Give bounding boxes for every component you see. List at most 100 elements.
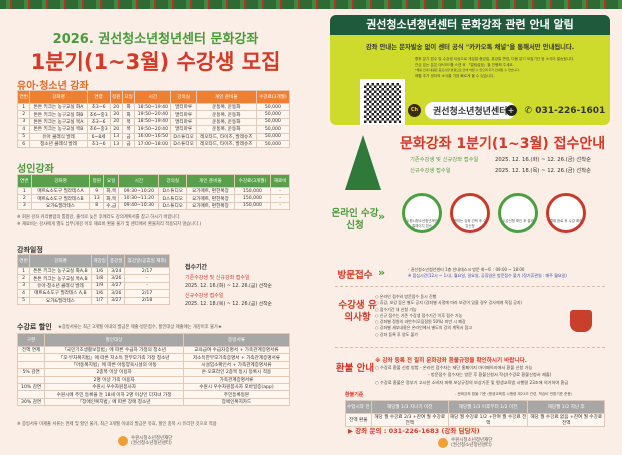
table-cell: 멀티마루 [170, 102, 197, 112]
discount-note: ※ 증빙서류 미제출 서류는 면제 및 할인 불가, 최근 3개월 이내의 발급… [17, 422, 217, 427]
table-cell: 30% 감면 [16, 397, 46, 407]
refund-warning: ※ 강좌 등록 전 필히 문화강좌 환불규정을 확인하시기 바랍니다. [375, 358, 527, 364]
divider [335, 347, 605, 348]
table-cell: 09:40~10:30 [118, 201, 160, 211]
discount-sub: ★증빙서류는 최근 3개월 이내의 발급본 제출·방문접수, 할인대상 제출에는… [58, 325, 222, 330]
page-title: 1분기(1~3월) 수강생 모집 [30, 50, 281, 74]
table-cell: D스튜디오 [170, 132, 197, 141]
column-header: 증빙서류 [182, 333, 291, 347]
youth-table: 연번 강좌명 연령 정원 요일 시간 강의실 개인 준비물 수강료(3개월) 1 튼튼 키크는 농구… [16, 90, 291, 149]
caution-item: ○ 휴강, 보강 등은 별도 공지 (강좌별 사정에 따라 보강이 있을 경우 … [375, 300, 523, 306]
table-cell: 튼튼 키크는 농구교실 목A,B [29, 274, 92, 283]
column-header: 수업시작 전 [345, 400, 372, 414]
table-cell: 주민등록등본 [182, 390, 291, 399]
table-cell: 3/27 [107, 281, 126, 291]
table-cell: 요가매트, 편한복장 [186, 186, 235, 196]
table-cell: 초1~6 [86, 139, 111, 149]
table-cell: 저소득한부모가족증명서 + 가족관계증명서류 [182, 353, 291, 362]
table-cell: 1 [17, 186, 32, 196]
kakao-channel-button[interactable]: 권선청소년청년센터 [425, 102, 516, 119]
table-cell: 8 [89, 201, 105, 211]
table-row: 3 요가&필라테스 8 수,금 09:40~10:30 D스튜디오 요가매트, 편한복장 15… [17, 201, 290, 211]
notice-line: 향후 분기 접수 및 수강생 이상으로 개강일·종강일, 휴강일 변경, 다음 … [415, 57, 575, 61]
table-cell: 운동복, 운동화 [195, 110, 257, 119]
column-header: 강의실 [170, 90, 197, 104]
table-cell: - [270, 201, 290, 211]
visit-line: ※ 점심시간(12시 ~ 1시), 월요일, 일요일, 공휴일은 방문접수 불가… [408, 273, 567, 278]
column-header: 시간 [118, 174, 160, 188]
org-logo-icon [118, 436, 128, 446]
column-header: 해당월 1/2 지난 후 [527, 400, 605, 414]
column-header: 연번 [16, 254, 31, 268]
table-cell: 4 [16, 125, 31, 134]
refund-line: ○ 수강료 환불 신청 방법 - 온라인 접수자는 재단 홈페이지 마이페이지에… [375, 365, 533, 370]
table-row: 「아동복지법」에 따른 아동양육시설의 아동 시설입소확인서 + 가족관계증명서류 [16, 360, 291, 370]
column-header: 연령 [86, 90, 111, 104]
table-cell: 청소년 클래식 발레 [29, 139, 88, 149]
apply-title: 문화강좌 1분기(1~3월) 접수안내 [400, 136, 606, 152]
table-cell: 10% 감면 [16, 382, 46, 392]
online-label: 온라인 수강신청 [331, 208, 379, 231]
table-cell: 1/9 [90, 281, 109, 291]
org-logo: 수원시청소년청년재단 (권선청소년청년센터) [438, 438, 492, 448]
table-cell: 운동복, 운동화 [195, 125, 257, 134]
table-cell: 50,000 [255, 102, 291, 112]
table-cell: 13 [109, 132, 123, 141]
table-row: 1 매트&소도구 필라테스A 9 화,목 09:30~10:20 D스튜디오 요가매트, 편… [17, 186, 290, 196]
table-cell: 18:50~19:40 [134, 117, 172, 127]
column-header: 강좌명 [29, 90, 88, 104]
notice-line: 매월 추가 센터의 소식을 가장 빠르게 볼 수 있습니다. [415, 73, 495, 78]
table-cell: 「아동복지법」에 따른 아동양육시설의 아동 [44, 360, 184, 370]
table-cell: 50,000 [255, 125, 291, 134]
step-circle: 원하는 강좌 선택 후 수강신청 [450, 193, 490, 233]
table-cell: 초3~6 [86, 102, 111, 112]
org-name: 수원시청소년청년재단 [131, 436, 173, 441]
refund-label: 환불 안내 [335, 363, 375, 374]
table-cell: - [124, 274, 170, 283]
table-cell: 1/8 [90, 274, 109, 283]
table-cell: D스튜디오 [158, 201, 188, 211]
period-b-date: 2025. 12. 18.(목) ~ 12. 26.(금) 선착순 [185, 302, 272, 307]
org-sub: (권선청소년청년센터) [131, 441, 172, 446]
table-cell: 50,000 [255, 139, 291, 149]
table-cell: 매트&소도구 필라테스B [30, 194, 91, 203]
table-cell: 초6~중3 [86, 110, 111, 119]
period-a-label: 기존수강생 및 신규강좌 접수일 [185, 275, 250, 281]
column-header: 개인 준비물 [186, 174, 235, 188]
table-cell: - [124, 281, 170, 291]
table-cell: 1/7 [90, 296, 109, 305]
table-cell: 교육급여 수급자증명서 + 가족관계증명서류 [182, 345, 291, 355]
apply-a-date: 2025. 12. 16.(화) ~ 12. 26.(금) 선착순 [495, 157, 592, 163]
table-cell: 1/6 [90, 266, 109, 276]
table-row: 1 튼튼 키크는 농구교실 화A,B 1/6 3/24 2/17 [16, 266, 170, 276]
table-cell: 3 [16, 117, 31, 127]
table-cell: D스튜디오 [158, 194, 188, 203]
caution-item: ○ 강좌별 세부내용은 온라인에서 별도의 강의 계획서 참고 [375, 325, 473, 331]
kakao-qr-code[interactable] [360, 79, 405, 125]
table-cell: 50,000 [255, 117, 291, 127]
table-cell: 6 [16, 139, 31, 149]
table-cell: 10:30~11:20 [118, 194, 160, 203]
table-cell: 매트&소도구 필라테스A [30, 186, 91, 196]
apply-a-label: 기존수강생 및 신규강좌 접수일 [410, 157, 479, 163]
apply-b-label: 신규수강생 접수일 [410, 168, 451, 174]
table-row: 「모·부자복지법」에 따른 저소득 한부모가족 가정 청소년 저소득한부모가족증명… [16, 353, 291, 362]
table-cell: 「국민기초생활보장법」에 따른 수급자 가정의 청소년 [44, 345, 184, 355]
plus-icon[interactable]: + [505, 105, 517, 116]
table-cell: 16:00~16:50 [134, 132, 172, 141]
chevron-right-icon: » [378, 266, 386, 279]
table-cell: 13 [89, 194, 105, 203]
column-header: 강좌명 [30, 174, 91, 188]
table-cell: 전액 환불 [345, 413, 372, 427]
table-cell: 5 [16, 296, 31, 305]
caution-item: ○ 강좌 등록 후 양도 불가 [375, 331, 418, 337]
table-cell: 3/27 [107, 296, 126, 305]
table-cell: 1 [16, 266, 31, 276]
table-cell: 5 [16, 132, 31, 141]
table-cell: 20 [109, 110, 123, 119]
refund-line: ○ 수강료 환불은 정부기 고시한 소비자 피해 보상규정의 보상기준 및 평생… [375, 380, 569, 385]
table-row: 2 튼튼 키크는 농구교실 목A,B 1/8 3/26- [16, 274, 170, 283]
table-cell: 「모·부자복지법」에 따른 저소득 한부모가족 가정 청소년 [44, 353, 184, 362]
table-cell: 화 [121, 102, 136, 112]
caution-item: ○ 강좌별 정원의 과반수(모집정원 50%) 미만 시 폐강 [375, 319, 466, 325]
